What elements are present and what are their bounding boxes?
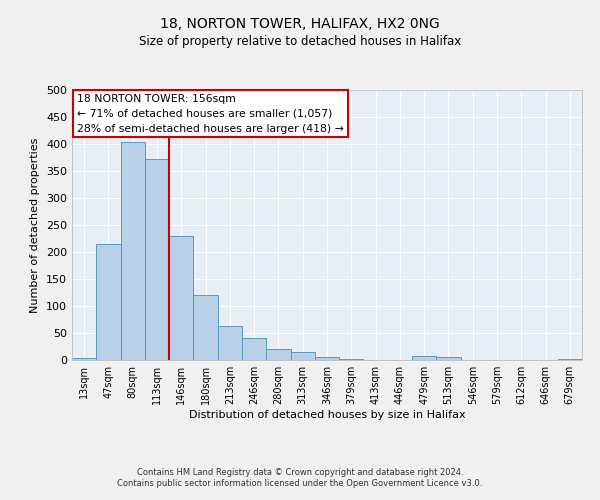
- Bar: [242, 338, 266, 360]
- X-axis label: Distribution of detached houses by size in Halifax: Distribution of detached houses by size …: [188, 410, 466, 420]
- Bar: [412, 356, 436, 360]
- Text: Size of property relative to detached houses in Halifax: Size of property relative to detached ho…: [139, 35, 461, 48]
- Bar: [436, 358, 461, 360]
- Bar: [72, 358, 96, 360]
- Bar: [218, 326, 242, 360]
- Text: Contains HM Land Registry data © Crown copyright and database right 2024.
Contai: Contains HM Land Registry data © Crown c…: [118, 468, 482, 487]
- Bar: [121, 142, 145, 360]
- Y-axis label: Number of detached properties: Number of detached properties: [31, 138, 40, 312]
- Bar: [169, 236, 193, 360]
- Bar: [193, 295, 218, 360]
- Bar: [96, 244, 121, 360]
- Bar: [266, 348, 290, 360]
- Bar: [290, 352, 315, 360]
- Bar: [558, 359, 582, 360]
- Text: 18 NORTON TOWER: 156sqm
← 71% of detached houses are smaller (1,057)
28% of semi: 18 NORTON TOWER: 156sqm ← 71% of detache…: [77, 94, 344, 134]
- Bar: [145, 159, 169, 360]
- Bar: [315, 357, 339, 360]
- Text: 18, NORTON TOWER, HALIFAX, HX2 0NG: 18, NORTON TOWER, HALIFAX, HX2 0NG: [160, 18, 440, 32]
